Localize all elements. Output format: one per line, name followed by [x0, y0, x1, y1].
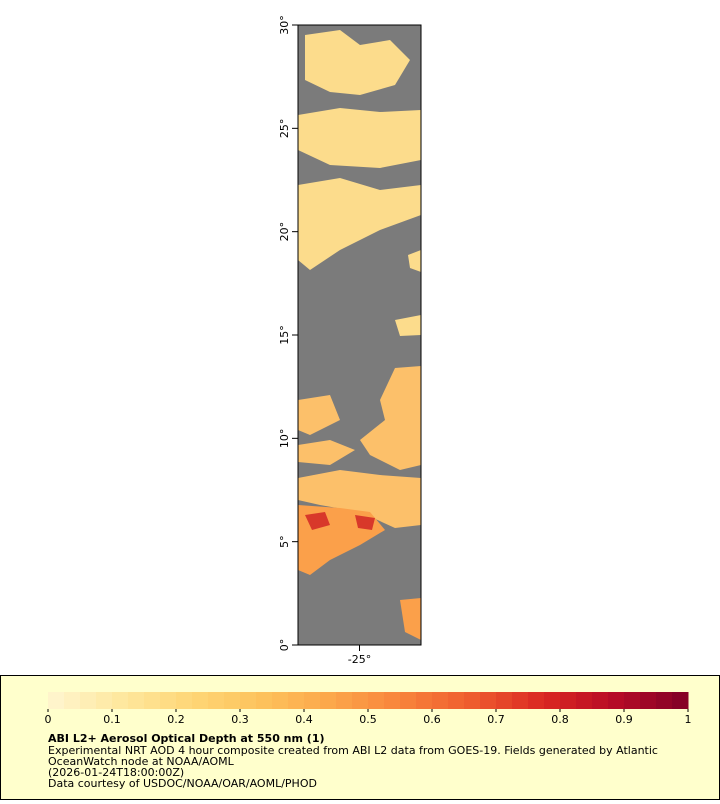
colorbar-step [288, 692, 305, 709]
aerosol-patches [298, 366, 421, 528]
colorbar-step [256, 692, 273, 709]
colorbar-step [192, 692, 209, 709]
aerosol-patches [305, 512, 375, 530]
colorbar-step [336, 692, 353, 709]
legend-note: Data courtesy of USDOC/NOAA/OAR/AOML/PHO… [48, 777, 317, 790]
colorbar-step [304, 692, 321, 709]
colorbar-step [48, 692, 65, 709]
colorbar-step [672, 692, 689, 709]
colorbar-step [112, 692, 129, 709]
colorbar-step [416, 692, 433, 709]
colorbar-tick-label: 0.9 [615, 713, 633, 726]
colorbar-step [496, 692, 513, 709]
colorbar-step [544, 692, 561, 709]
colorbar-step [608, 692, 625, 709]
colorbar-step [528, 692, 545, 709]
colorbar-step [368, 692, 385, 709]
colorbar-tick-label: 0.2 [167, 713, 185, 726]
colorbar-step [560, 692, 577, 709]
colorbar-tick-label: 0.5 [359, 713, 377, 726]
y-tick-label: 25° [278, 119, 291, 139]
colorbar-step [624, 692, 641, 709]
colorbar-step [592, 692, 609, 709]
colorbar-tick-label: 0.6 [423, 713, 441, 726]
colorbar-step [656, 692, 673, 709]
colorbar-step [144, 692, 161, 709]
legend-note: (2026-01-24T18:00:00Z) [48, 766, 184, 779]
colorbar-step [384, 692, 401, 709]
colorbar-step [464, 692, 481, 709]
y-tick-label: 15° [278, 325, 291, 345]
colorbar-step [80, 692, 97, 709]
y-tick-label: 10° [278, 429, 291, 449]
colorbar-step [96, 692, 113, 709]
y-tick-label: 0° [278, 639, 291, 652]
colorbar-step [64, 692, 81, 709]
colorbar-step [160, 692, 177, 709]
colorbar-step [240, 692, 257, 709]
colorbar-tick-label: 1 [685, 713, 692, 726]
y-tick-label: 5° [278, 535, 291, 548]
colorbar-tick-label: 0.4 [295, 713, 313, 726]
colorbar-step [640, 692, 657, 709]
colorbar-step [400, 692, 417, 709]
y-tick-label: 30° [278, 15, 291, 35]
legend-note: OceanWatch node at NOAA/AOML [48, 755, 235, 768]
x-tick-label: -25° [348, 653, 371, 666]
colorbar-step [176, 692, 193, 709]
colorbar-tick-label: 0 [45, 713, 52, 726]
colorbar-step [320, 692, 337, 709]
colorbar-tick-label: 0.8 [551, 713, 569, 726]
colorbar-step [128, 692, 145, 709]
colorbar-step [432, 692, 449, 709]
colorbar-step [576, 692, 593, 709]
colorbar-tick-label: 0.7 [487, 713, 505, 726]
colorbar-step [512, 692, 529, 709]
legend-note: Experimental NRT AOD 4 hour composite cr… [48, 744, 658, 757]
colorbar-step [224, 692, 241, 709]
y-tick-label: 20° [278, 222, 291, 242]
colorbar-step [352, 692, 369, 709]
colorbar-step [480, 692, 497, 709]
colorbar-step [272, 692, 289, 709]
colorbar-tick-label: 0.3 [231, 713, 249, 726]
colorbar-step [448, 692, 465, 709]
legend-title: ABI L2+ Aerosol Optical Depth at 550 nm … [48, 732, 325, 745]
map-area [297, 24, 422, 646]
colorbar-step [208, 692, 225, 709]
aerosol-patches [298, 30, 421, 336]
colorbar-tick-label: 0.1 [103, 713, 121, 726]
